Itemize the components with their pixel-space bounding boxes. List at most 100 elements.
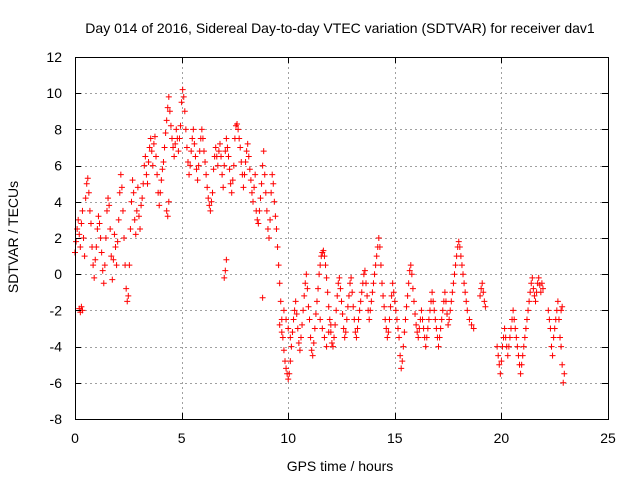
data-point xyxy=(429,289,436,296)
data-point xyxy=(221,274,228,281)
data-point xyxy=(344,303,351,310)
data-point xyxy=(300,307,307,314)
data-point xyxy=(275,262,282,269)
data-point xyxy=(401,329,408,336)
data-point xyxy=(497,370,504,377)
data-point xyxy=(92,256,99,263)
data-point xyxy=(343,316,350,323)
data-point xyxy=(164,104,171,111)
data-point xyxy=(130,189,137,196)
data-point xyxy=(356,307,363,314)
data-point xyxy=(167,122,174,129)
data-point xyxy=(364,292,371,299)
data-point xyxy=(431,307,438,314)
data-point xyxy=(444,311,451,318)
data-point xyxy=(505,343,512,350)
data-point xyxy=(370,280,377,287)
data-point xyxy=(91,274,98,281)
data-point xyxy=(558,307,565,314)
data-point xyxy=(287,334,294,341)
x-tick-label: 20 xyxy=(494,430,510,446)
data-point xyxy=(302,280,309,287)
data-point xyxy=(462,289,469,296)
y-tick-label: 10 xyxy=(46,85,62,101)
data-point xyxy=(123,285,130,292)
data-point xyxy=(439,307,446,314)
data-point xyxy=(373,253,380,260)
data-point xyxy=(308,347,315,354)
data-point xyxy=(245,153,252,160)
data-point xyxy=(437,325,444,332)
data-point xyxy=(173,126,180,133)
data-point xyxy=(311,325,318,332)
data-point xyxy=(128,198,135,205)
data-point xyxy=(559,303,566,310)
data-point xyxy=(396,334,403,341)
data-point xyxy=(186,171,193,178)
data-point xyxy=(463,298,470,305)
y-tick-label: -2 xyxy=(50,302,63,318)
data-point xyxy=(193,166,200,173)
data-point xyxy=(285,376,292,383)
data-point xyxy=(150,140,157,147)
data-point xyxy=(116,189,123,196)
data-point xyxy=(160,158,167,165)
data-point xyxy=(127,225,134,232)
data-point xyxy=(460,271,467,278)
data-point xyxy=(452,262,459,269)
data-point xyxy=(163,117,170,124)
data-point xyxy=(169,135,176,142)
data-point xyxy=(102,235,109,241)
data-point xyxy=(305,303,312,310)
data-point xyxy=(397,352,404,359)
data-point xyxy=(139,195,146,202)
data-point xyxy=(432,316,439,323)
y-tick-label: 12 xyxy=(46,49,62,65)
data-point xyxy=(295,339,302,346)
data-point xyxy=(181,108,188,115)
data-point xyxy=(235,126,242,133)
data-point xyxy=(293,311,300,318)
data-point xyxy=(369,289,376,296)
data-point xyxy=(202,158,209,165)
data-point xyxy=(115,216,122,223)
grid xyxy=(75,57,608,419)
data-point xyxy=(430,298,437,305)
data-point xyxy=(391,298,398,305)
data-point xyxy=(210,166,217,173)
data-point xyxy=(514,343,521,350)
data-point xyxy=(144,180,151,187)
y-tick-label: 4 xyxy=(54,194,62,210)
data-point xyxy=(319,325,326,332)
data-point xyxy=(154,171,161,178)
data-point xyxy=(187,162,194,169)
data-point xyxy=(326,316,333,323)
x-tick-label: 5 xyxy=(178,430,186,446)
data-point xyxy=(287,358,294,365)
data-point xyxy=(446,316,453,323)
data-point xyxy=(403,303,410,310)
data-point xyxy=(367,307,374,314)
data-point xyxy=(141,162,148,169)
data-point xyxy=(350,303,357,310)
data-point xyxy=(363,280,370,287)
data-point xyxy=(501,325,508,332)
data-point xyxy=(212,144,219,151)
data-point xyxy=(93,244,100,251)
data-point xyxy=(445,321,452,328)
data-point xyxy=(111,231,118,238)
y-tick-label: -4 xyxy=(50,339,63,355)
data-point xyxy=(372,262,379,269)
data-point xyxy=(226,166,233,173)
data-point xyxy=(386,316,393,323)
data-point xyxy=(526,298,533,305)
data-point xyxy=(424,325,431,332)
data-point xyxy=(530,285,537,292)
data-point xyxy=(190,126,197,133)
y-tick-label: -6 xyxy=(50,375,63,391)
data-point xyxy=(278,329,285,336)
data-point xyxy=(470,325,477,332)
data-point xyxy=(109,276,116,283)
data-point xyxy=(107,225,114,232)
